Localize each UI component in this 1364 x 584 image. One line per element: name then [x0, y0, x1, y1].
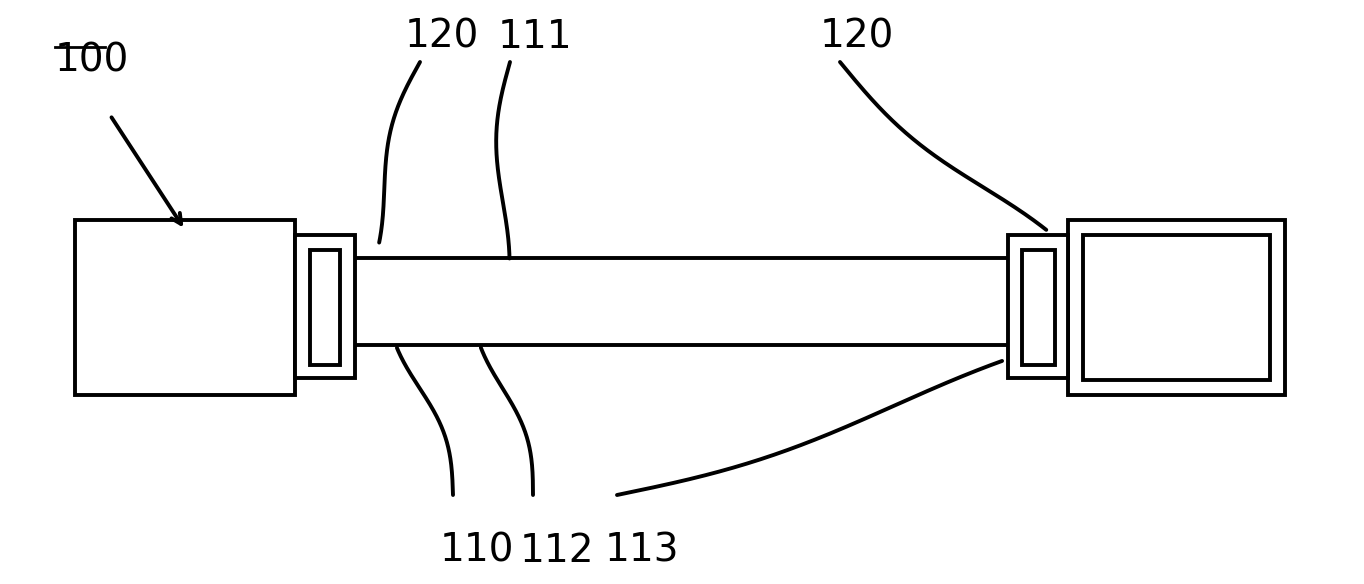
Bar [1022, 250, 1054, 365]
Text: 100: 100 [55, 42, 130, 80]
Text: 120: 120 [820, 18, 895, 56]
Text: 113: 113 [606, 532, 679, 570]
Bar [1083, 235, 1270, 380]
Bar [1008, 235, 1068, 378]
Text: 120: 120 [405, 18, 479, 56]
Bar [310, 250, 340, 365]
Bar [1068, 220, 1285, 395]
Text: 112: 112 [520, 532, 595, 570]
Text: 110: 110 [441, 532, 514, 570]
Bar [310, 258, 1054, 345]
Text: 111: 111 [498, 18, 573, 56]
Bar [75, 220, 295, 395]
Bar [295, 235, 355, 378]
